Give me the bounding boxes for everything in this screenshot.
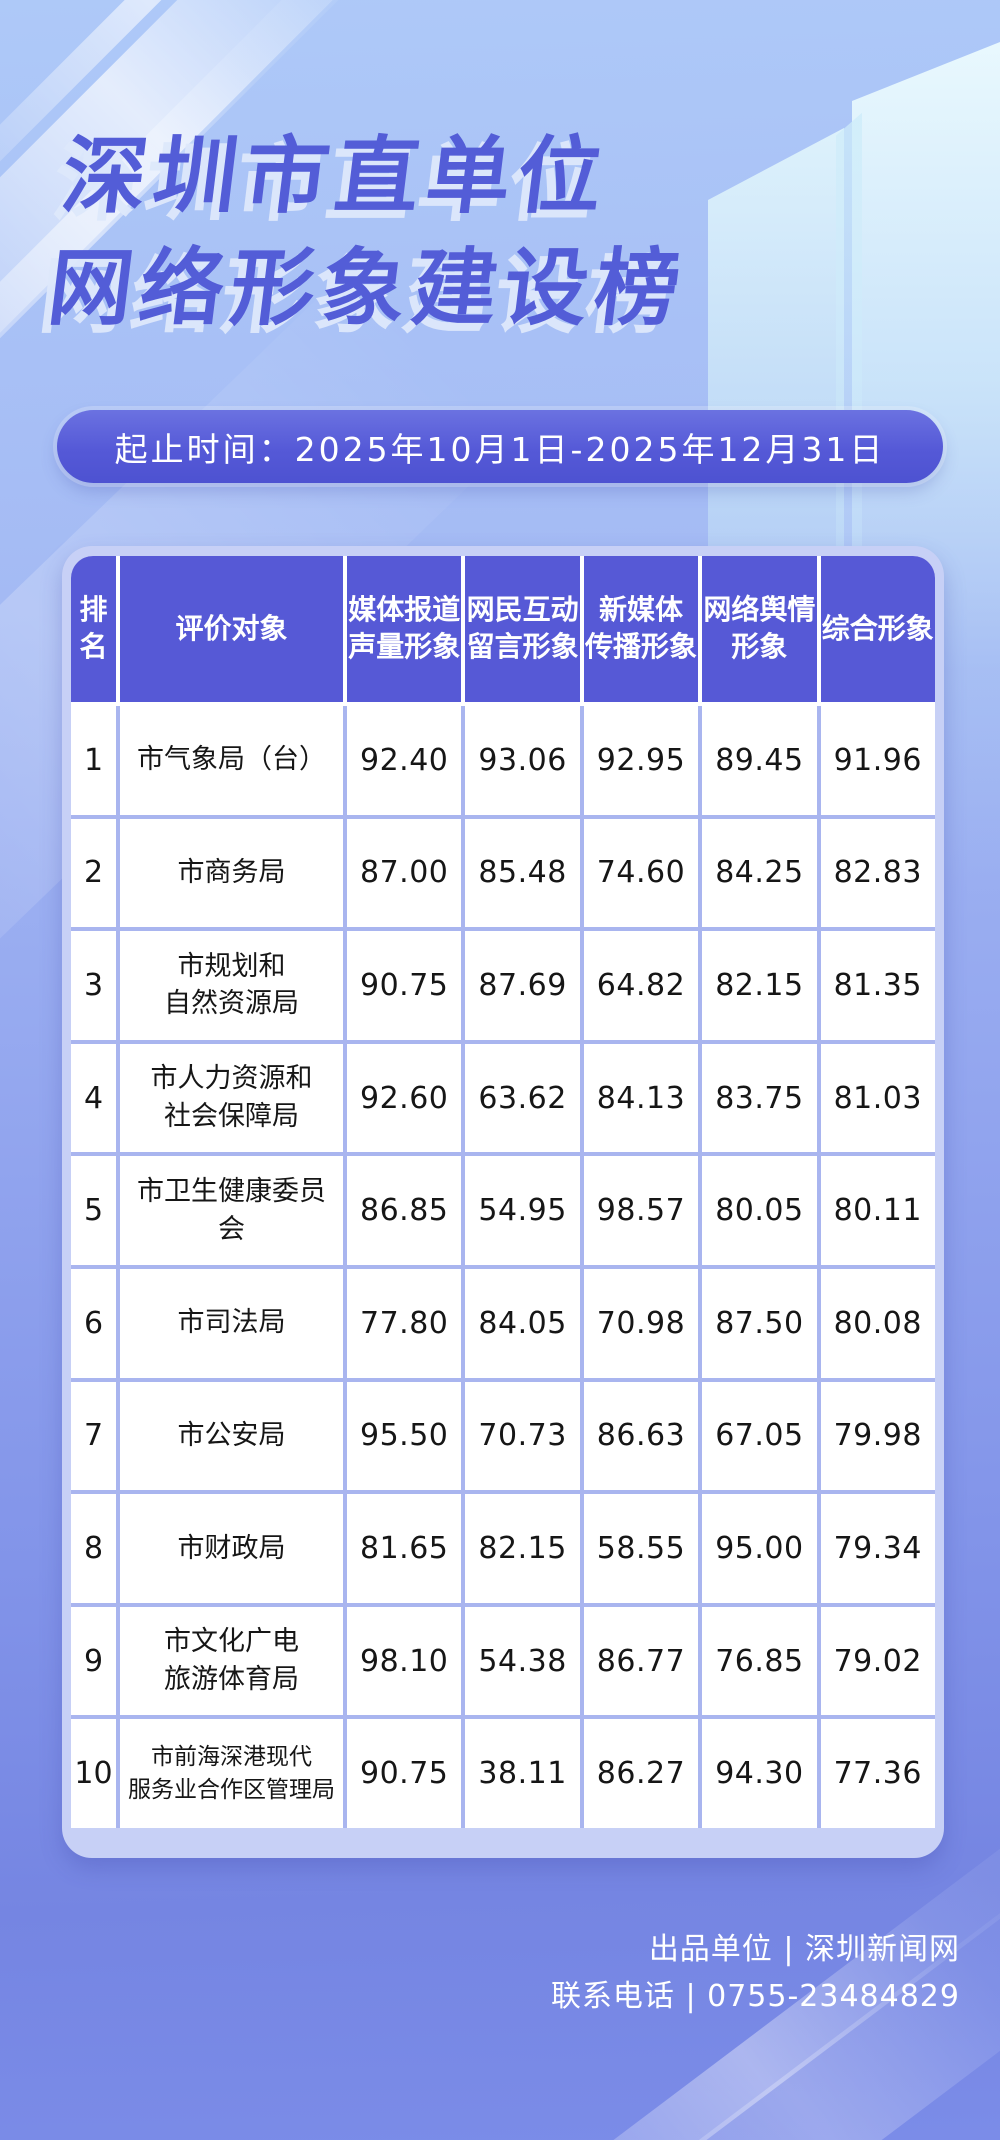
table-body: 1 市气象局（台） 92.40 93.06 92.95 89.45 91.96 …	[71, 706, 935, 1828]
page-title: 深圳市直单位 网络形象建设榜	[42, 120, 707, 344]
name-cell: 市文化广电 旅游体育局	[120, 1606, 343, 1716]
rank-cell: 6	[71, 1268, 116, 1378]
score-cell: 86.27	[583, 1719, 699, 1828]
name-cell: 市卫生健康委员会	[120, 1156, 343, 1265]
score-cell: 80.11	[820, 1156, 935, 1265]
footer-phone-line: 联系电话 | 0755-23484829	[550, 1979, 960, 2014]
score-cell: 95.50	[347, 1381, 462, 1491]
ranking-table: 排名 评价对象 媒体报道 声量形象 网民互动 留言形象 新媒体 传播形象 网络舆…	[62, 546, 944, 1858]
score-cell: 86.85	[347, 1156, 462, 1265]
score-cell: 91.96	[820, 706, 935, 815]
score-cell: 94.30	[702, 1719, 817, 1828]
score-cell: 70.98	[583, 1268, 699, 1378]
score-cell: 98.10	[347, 1606, 462, 1716]
score-cell: 82.83	[820, 818, 935, 928]
score-cell: 86.77	[583, 1606, 699, 1716]
score-cell: 58.55	[583, 1494, 699, 1603]
score-cell: 81.35	[820, 931, 935, 1040]
score-cell: 82.15	[702, 931, 817, 1040]
score-cell: 77.36	[820, 1719, 935, 1828]
score-cell: 79.98	[820, 1381, 935, 1491]
header-cell-target: 评价对象	[120, 556, 343, 702]
score-cell: 70.73	[465, 1381, 580, 1491]
rank-cell: 2	[71, 818, 116, 928]
score-cell: 81.03	[820, 1043, 935, 1153]
score-cell: 63.62	[465, 1043, 580, 1153]
score-cell: 74.60	[583, 818, 699, 928]
name-cell: 市财政局	[120, 1494, 343, 1603]
score-cell: 80.08	[820, 1268, 935, 1378]
score-cell: 67.05	[702, 1381, 817, 1491]
score-cell: 95.00	[702, 1494, 817, 1603]
rank-cell: 1	[71, 706, 116, 815]
score-cell: 98.57	[583, 1156, 699, 1265]
period-banner-text: 起止时间：2025年10月1日-2025年12月31日	[114, 429, 886, 469]
score-cell: 38.11	[465, 1719, 580, 1828]
name-cell: 市前海深港现代 服务业合作区管理局	[120, 1719, 343, 1828]
rank-cell: 3	[71, 931, 116, 1040]
score-cell: 90.75	[347, 1719, 462, 1828]
rank-cell: 7	[71, 1381, 116, 1491]
name-cell: 市公安局	[120, 1381, 343, 1491]
score-cell: 84.13	[583, 1043, 699, 1153]
header-cell-sentiment: 网络舆情 形象	[702, 556, 817, 702]
rank-cell: 10	[71, 1719, 116, 1828]
name-cell: 市人力资源和 社会保障局	[120, 1043, 343, 1153]
name-cell: 市规划和 自然资源局	[120, 931, 343, 1040]
score-cell: 89.45	[702, 706, 817, 815]
header-cell-newmedia: 新媒体 传播形象	[583, 556, 699, 702]
footer-credits: 出品单位 | 深圳新闻网 联系电话 | 0755-23484829	[551, 1926, 960, 2020]
page-title-line1: 深圳市直单位	[56, 127, 615, 225]
score-cell: 87.69	[465, 931, 580, 1040]
score-cell: 85.48	[465, 818, 580, 928]
score-cell: 77.80	[347, 1268, 462, 1378]
header-cell-media-volume: 媒体报道 声量形象	[347, 556, 462, 702]
name-cell: 市商务局	[120, 818, 343, 928]
score-cell: 87.00	[347, 818, 462, 928]
score-cell: 79.02	[820, 1606, 935, 1716]
header-cell-rank: 排名	[71, 556, 116, 702]
score-cell: 84.05	[465, 1268, 580, 1378]
score-cell: 54.38	[465, 1606, 580, 1716]
score-cell: 92.95	[583, 706, 699, 815]
name-cell: 市司法局	[120, 1268, 343, 1378]
rank-cell: 9	[71, 1606, 116, 1716]
name-cell: 市气象局（台）	[120, 706, 343, 815]
score-cell: 87.50	[702, 1268, 817, 1378]
table-header-row: 排名 评价对象 媒体报道 声量形象 网民互动 留言形象 新媒体 传播形象 网络舆…	[71, 556, 935, 706]
score-cell: 90.75	[347, 931, 462, 1040]
rank-cell: 5	[71, 1156, 116, 1265]
score-cell: 64.82	[583, 931, 699, 1040]
page-title-line2: 网络形象建设榜	[43, 239, 693, 337]
score-cell: 86.63	[583, 1381, 699, 1491]
score-cell: 81.65	[347, 1494, 462, 1603]
score-cell: 82.15	[465, 1494, 580, 1603]
score-cell: 80.05	[702, 1156, 817, 1265]
rank-cell: 8	[71, 1494, 116, 1603]
period-banner: 起止时间：2025年10月1日-2025年12月31日	[57, 410, 943, 483]
score-cell: 92.40	[347, 706, 462, 815]
footer-producer-line: 出品单位 | 深圳新闻网	[648, 1932, 960, 1967]
score-cell: 79.34	[820, 1494, 935, 1603]
score-cell: 83.75	[702, 1043, 817, 1153]
score-cell: 92.60	[347, 1043, 462, 1153]
score-cell: 76.85	[702, 1606, 817, 1716]
score-cell: 84.25	[702, 818, 817, 928]
header-cell-netizen: 网民互动 留言形象	[465, 556, 580, 702]
rank-cell: 4	[71, 1043, 116, 1153]
score-cell: 93.06	[465, 706, 580, 815]
score-cell: 54.95	[465, 1156, 580, 1265]
header-cell-composite: 综合形象	[820, 556, 935, 702]
